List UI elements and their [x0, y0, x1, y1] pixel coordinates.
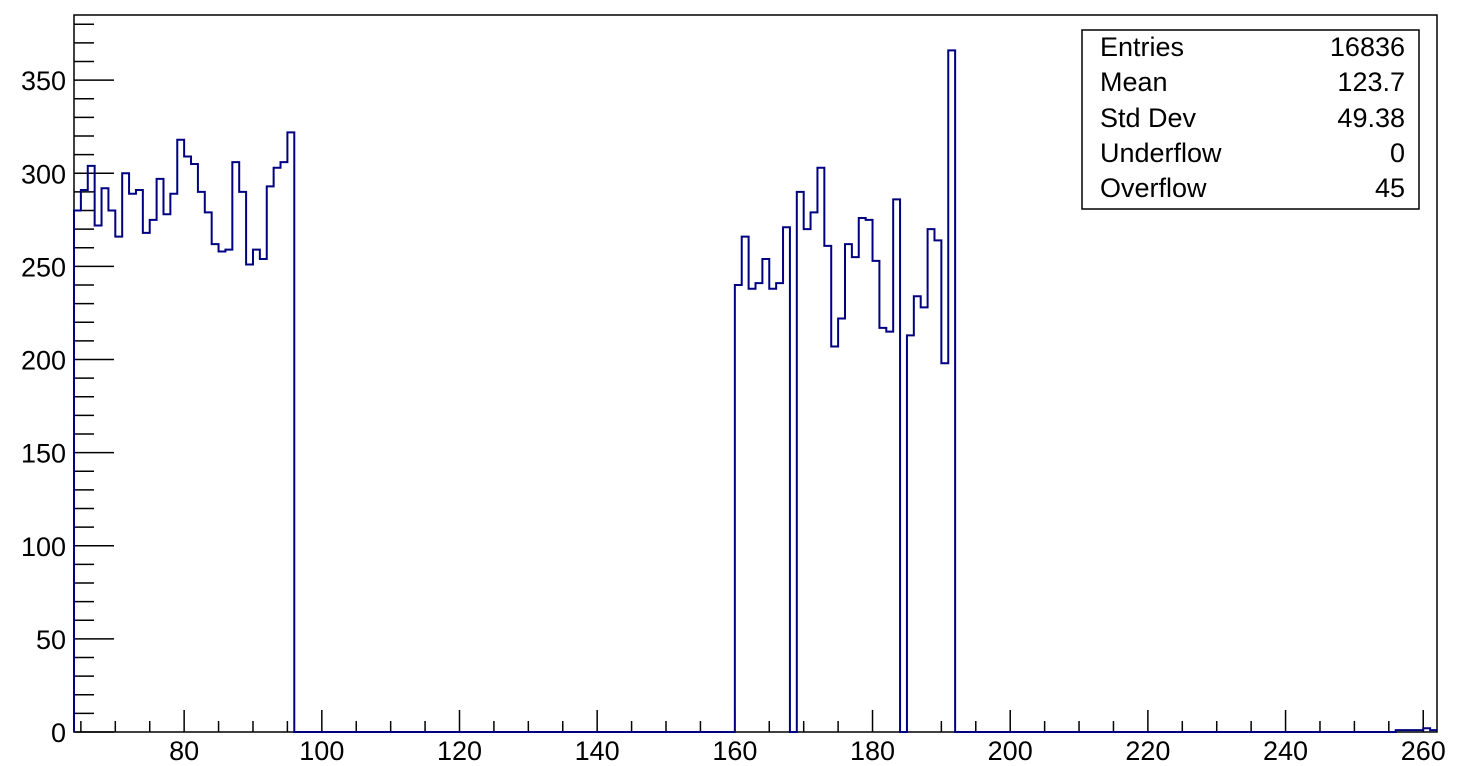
x-tick-label: 120	[437, 736, 482, 766]
histogram-bin	[811, 212, 818, 732]
histogram-bin	[797, 192, 804, 732]
histogram-bin	[170, 194, 177, 732]
histogram-bin	[253, 250, 260, 732]
histogram-bin	[866, 220, 873, 732]
histogram-bin	[157, 179, 164, 732]
histogram-bin	[838, 319, 845, 732]
x-tick-label: 160	[712, 736, 757, 766]
histogram-bin	[907, 335, 914, 732]
histogram-bin	[108, 211, 115, 732]
histogram-bin	[845, 244, 852, 732]
histogram-bin	[948, 50, 955, 732]
histogram-bin	[122, 173, 129, 732]
x-tick-label: 100	[299, 736, 344, 766]
stats-box-frame	[1081, 29, 1420, 210]
stats-label-mean: Mean	[1100, 67, 1168, 97]
histogram-bin	[859, 218, 866, 732]
stats-value-mean: 123.7	[1337, 67, 1405, 97]
y-axis: 0 50 100 150 200 250 300 350	[21, 23, 114, 748]
histogram-bin	[274, 168, 281, 732]
stats-label-stddev: Std Dev	[1100, 103, 1197, 133]
stats-value-stddev: 49.38	[1337, 103, 1405, 133]
histogram-bin	[914, 296, 921, 732]
stats-label-overflow: Overflow	[1100, 173, 1207, 203]
histogram-bin	[886, 332, 893, 732]
stats-value-underflow: 0	[1390, 138, 1405, 168]
stats-label-underflow: Underflow	[1100, 138, 1222, 168]
histogram-bin	[831, 346, 838, 732]
histogram-bin	[783, 227, 790, 732]
histogram-bin	[163, 214, 170, 732]
histogram-bin	[776, 283, 783, 732]
x-tick-label: 260	[1401, 736, 1446, 766]
histogram-bin	[205, 212, 212, 732]
histogram-bin	[102, 188, 109, 732]
histogram-bin	[281, 162, 288, 732]
y-tick-label: 0	[51, 718, 66, 748]
histogram-bin	[941, 363, 948, 732]
histogram-bin	[136, 190, 143, 732]
x-axis: 80 100 120 140 160 180 200 220 240 260	[80, 710, 1446, 766]
histogram-bin	[246, 265, 253, 732]
stats-value-overflow: 45	[1375, 173, 1405, 203]
histogram-bin	[143, 233, 150, 732]
histogram-bin	[769, 289, 776, 732]
stats-value-entries: 16836	[1330, 32, 1405, 62]
histogram-bin	[198, 192, 205, 732]
histogram-bin	[921, 307, 928, 732]
histogram-bin	[735, 285, 742, 732]
x-tick-label: 200	[988, 736, 1033, 766]
histogram-outline	[73, 49, 1437, 733]
y-tick-label: 50	[36, 625, 66, 655]
x-tick-label: 240	[1263, 736, 1308, 766]
x-tick-label: 180	[850, 736, 895, 766]
histogram-bin	[804, 229, 811, 732]
histogram-bin	[129, 194, 136, 732]
histogram-bin	[287, 132, 294, 732]
histogram-bin	[742, 237, 749, 732]
x-tick-label: 220	[1125, 736, 1170, 766]
histogram-bin	[219, 252, 226, 732]
histogram-bin	[824, 246, 831, 732]
histogram-bin	[150, 220, 157, 732]
y-tick-label: 150	[21, 439, 66, 469]
histogram-bin	[879, 328, 886, 732]
histogram-bin	[762, 259, 769, 732]
histogram-bin	[177, 140, 184, 732]
x-tick-label: 80	[169, 736, 199, 766]
histogram-bin	[95, 225, 102, 732]
histogram-bin	[852, 257, 859, 732]
histogram-bin	[184, 157, 191, 732]
histogram-bin	[225, 250, 232, 732]
y-tick-label: 350	[21, 66, 66, 96]
histogram-bin	[191, 164, 198, 732]
histogram-bin	[873, 261, 880, 732]
histogram-bin	[212, 244, 219, 732]
histogram-bin	[81, 190, 88, 732]
histogram-bin	[260, 259, 267, 732]
histogram-bin	[928, 229, 935, 732]
histogram-bin	[934, 240, 941, 732]
stats-label-entries: Entries	[1100, 32, 1184, 62]
histogram-bin	[88, 166, 95, 732]
y-tick-label: 300	[21, 159, 66, 189]
histogram-bin	[817, 168, 824, 732]
histogram-bin	[749, 289, 756, 732]
histogram-bin	[115, 237, 122, 732]
y-tick-label: 100	[21, 532, 66, 562]
histogram-bin	[267, 186, 274, 732]
histogram-bin	[232, 162, 239, 732]
histogram-bin	[893, 199, 900, 732]
y-tick-label: 250	[21, 252, 66, 282]
histogram-bin	[756, 283, 763, 732]
stats-box: Entries 16836 Mean 123.7 Std Dev 49.38 U…	[1081, 29, 1420, 210]
x-tick-label: 140	[575, 736, 620, 766]
y-tick-label: 200	[21, 346, 66, 376]
histogram-bin	[239, 192, 246, 732]
